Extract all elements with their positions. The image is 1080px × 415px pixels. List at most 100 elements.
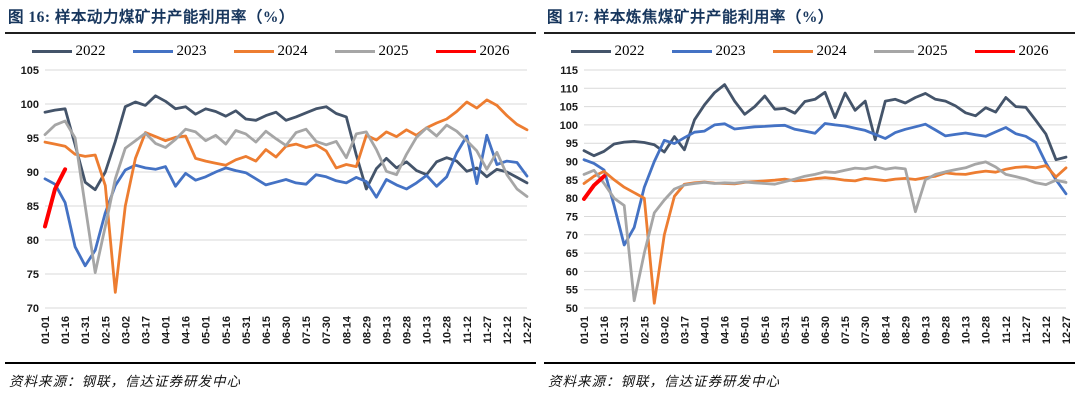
legend-swatch-2025 — [873, 49, 914, 54]
legend-swatch-2026 — [435, 49, 476, 54]
x-tick-label: 11-27 — [1021, 316, 1033, 344]
x-tick-label: 07-15 — [301, 316, 313, 344]
y-tick-label: 115 — [560, 65, 578, 77]
y-tick-label: 95 — [566, 138, 578, 150]
series-line-2025 — [43, 119, 529, 275]
y-tick-label: 85 — [27, 201, 39, 213]
x-tick-label: 10-28 — [442, 316, 454, 344]
series-line-2023 — [582, 122, 1068, 247]
x-tick-label: 12-27 — [1061, 316, 1073, 344]
x-tick-label: 10-13 — [961, 316, 973, 344]
legend-label: 2023 — [176, 43, 207, 59]
legend-item-2022: 2022 — [570, 43, 645, 60]
legend-item-2023: 2023 — [132, 43, 207, 60]
legend-item-2025: 2025 — [873, 43, 948, 60]
x-tick-label: 12-12 — [1041, 316, 1053, 344]
x-tick-label: 07-30 — [860, 316, 872, 344]
y-tick-label: 75 — [566, 211, 578, 223]
legend-label: 2024 — [816, 43, 847, 59]
legend-item-2024: 2024 — [233, 43, 308, 60]
source-note: 资料来源：钢联，信达证券研发中心 — [5, 362, 536, 400]
x-tick-label: 05-31 — [241, 316, 253, 344]
chart-canvas-fig17: 50 55 60 65 70 75 80 85 90 95 100 105 110 115 01-01 01-… — [560, 65, 1073, 344]
x-tick-label: 03-17 — [679, 316, 691, 344]
x-tick-label: 01-16 — [599, 316, 611, 344]
y-tick-label: 105 — [560, 102, 578, 114]
legend-item-2026: 2026 — [435, 43, 510, 60]
legend-item-2024: 2024 — [772, 43, 847, 60]
y-tick-label: 75 — [27, 269, 39, 281]
x-tick-label: 03-17 — [140, 316, 152, 344]
x-tick-label: 02-15 — [100, 316, 112, 344]
chart-title-fig16: 图 16: 样本动力煤矿井产能利用率（%） — [5, 2, 536, 34]
y-tick-label: 70 — [566, 230, 578, 242]
x-tick-label: 01-31 — [80, 316, 92, 344]
y-tick-label: 50 — [566, 303, 578, 315]
y-tick-label: 100 — [560, 120, 578, 132]
x-tick-label: 08-29 — [900, 316, 912, 344]
report-figures-row: 图 16: 样本动力煤矿井产能利用率（%） 2022 2023 2024 2025 20… — [5, 2, 1075, 400]
x-tick-label: 01-31 — [619, 316, 631, 344]
y-tick-label: 85 — [566, 175, 578, 187]
legend-swatch-2022 — [31, 49, 72, 54]
y-tick-label: 80 — [27, 235, 39, 247]
x-tick-label: 06-15 — [261, 316, 273, 344]
legend-label: 2026 — [479, 43, 510, 59]
x-tick-label: 06-15 — [800, 316, 812, 344]
x-tick-label: 07-15 — [840, 316, 852, 344]
legend-label: 2023 — [715, 43, 746, 59]
x-tick-label: 05-01 — [201, 316, 213, 344]
x-tick-label: 04-16 — [181, 316, 193, 344]
series-line-2024 — [582, 164, 1068, 305]
legend-label: 2022 — [75, 43, 106, 59]
y-tick-label: 60 — [566, 266, 578, 278]
x-tick-label: 03-02 — [659, 316, 671, 344]
legend-item-2025: 2025 — [334, 43, 409, 60]
y-tick-label: 55 — [566, 285, 578, 297]
x-tick-label: 07-30 — [321, 316, 333, 344]
source-note: 资料来源：钢联，信达证券研发中心 — [544, 362, 1075, 400]
legend-swatch-2024 — [772, 49, 813, 54]
series-line-2025 — [582, 160, 1068, 303]
x-tick-label: 11-12 — [462, 316, 474, 344]
legend-label: 2024 — [277, 43, 308, 59]
x-tick-label: 08-14 — [341, 315, 353, 344]
legend-label: 2022 — [614, 43, 645, 59]
y-tick-label: 100 — [21, 99, 39, 111]
y-tick-label: 80 — [566, 193, 578, 205]
x-tick-label: 04-01 — [700, 316, 712, 344]
chart-legend: 2022 2023 2024 2025 2026 — [544, 43, 1075, 60]
x-tick-label: 01-01 — [579, 316, 591, 344]
x-tick-label: 09-28 — [402, 316, 414, 344]
legend-swatch-2026 — [974, 49, 1015, 54]
x-tick-label: 10-28 — [981, 316, 993, 344]
legend-item-2023: 2023 — [671, 43, 746, 60]
y-tick-label: 90 — [566, 157, 578, 169]
legend-label: 2025 — [917, 43, 948, 59]
x-tick-label: 05-16 — [221, 316, 233, 344]
series-line-2023 — [43, 133, 529, 268]
x-tick-label: 06-30 — [281, 316, 293, 344]
x-tick-label: 09-13 — [381, 316, 393, 344]
chart-legend: 2022 2023 2024 2025 2026 — [5, 43, 536, 60]
x-tick-label: 12-12 — [502, 316, 514, 344]
y-tick-label: 90 — [27, 167, 39, 179]
x-tick-label: 09-28 — [941, 316, 953, 344]
legend-swatch-2025 — [334, 49, 375, 54]
legend-label: 2026 — [1018, 43, 1049, 59]
y-tick-label: 105 — [21, 65, 39, 77]
legend-item-2022: 2022 — [31, 43, 106, 60]
legend-swatch-2023 — [132, 49, 173, 54]
legend-swatch-2024 — [233, 49, 274, 54]
chart-title-fig17: 图 17: 样本炼焦煤矿井产能利用率（%） — [544, 2, 1075, 34]
x-tick-label: 05-01 — [740, 316, 752, 344]
x-tick-label: 10-13 — [422, 316, 434, 344]
y-tick-label: 65 — [566, 248, 578, 260]
y-tick-label: 110 — [560, 83, 578, 95]
x-tick-label: 03-02 — [120, 316, 132, 344]
x-tick-label: 11-12 — [1001, 316, 1013, 344]
series-line-2026 — [43, 167, 68, 229]
x-tick-label: 05-16 — [760, 316, 772, 344]
x-tick-label: 04-01 — [161, 316, 173, 344]
chart-panel-fig16: 图 16: 样本动力煤矿井产能利用率（%） 2022 2023 2024 2025 20… — [5, 2, 536, 400]
